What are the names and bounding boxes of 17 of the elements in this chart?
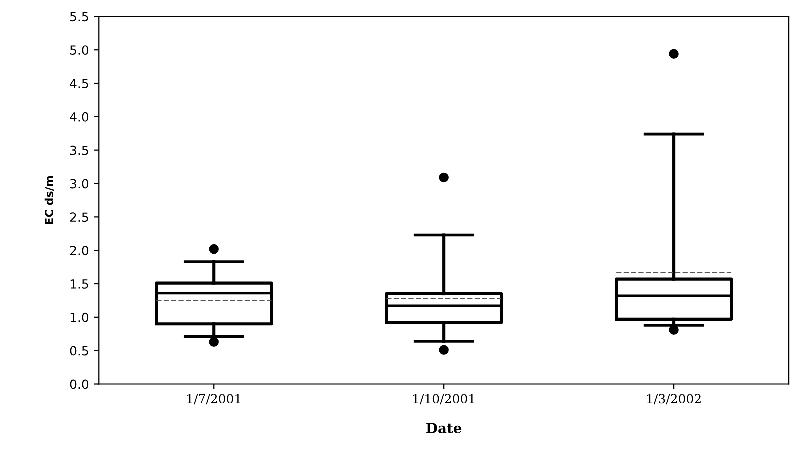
x-tick-label: 1/10/2001 bbox=[414, 394, 474, 405]
y-tick-label: 1.5 bbox=[70, 280, 88, 289]
x-tick-label: 1/7/2001 bbox=[188, 394, 240, 405]
y-tick-label: 4.0 bbox=[70, 112, 89, 122]
x-axis-title: Date bbox=[426, 423, 462, 434]
y-tick-label: 4.5 bbox=[70, 79, 88, 88]
y-tick-label: 1.0 bbox=[70, 312, 89, 322]
y-tick-label: 3.0 bbox=[70, 179, 89, 189]
y-tick-label: 5.5 bbox=[70, 12, 88, 22]
y-axis-title: EC ds/m bbox=[44, 176, 54, 224]
y-tick-label: 2.0 bbox=[70, 246, 89, 256]
y-tick-label: 5.0 bbox=[70, 46, 89, 56]
x-tick-label: 1/3/2002 bbox=[648, 394, 701, 405]
y-tick-label: 3.5 bbox=[70, 146, 88, 156]
y-tick-label: 0.5 bbox=[70, 346, 88, 356]
y-tick-label: 2.5 bbox=[70, 212, 88, 222]
y-tick-label: 0.0 bbox=[70, 380, 89, 390]
